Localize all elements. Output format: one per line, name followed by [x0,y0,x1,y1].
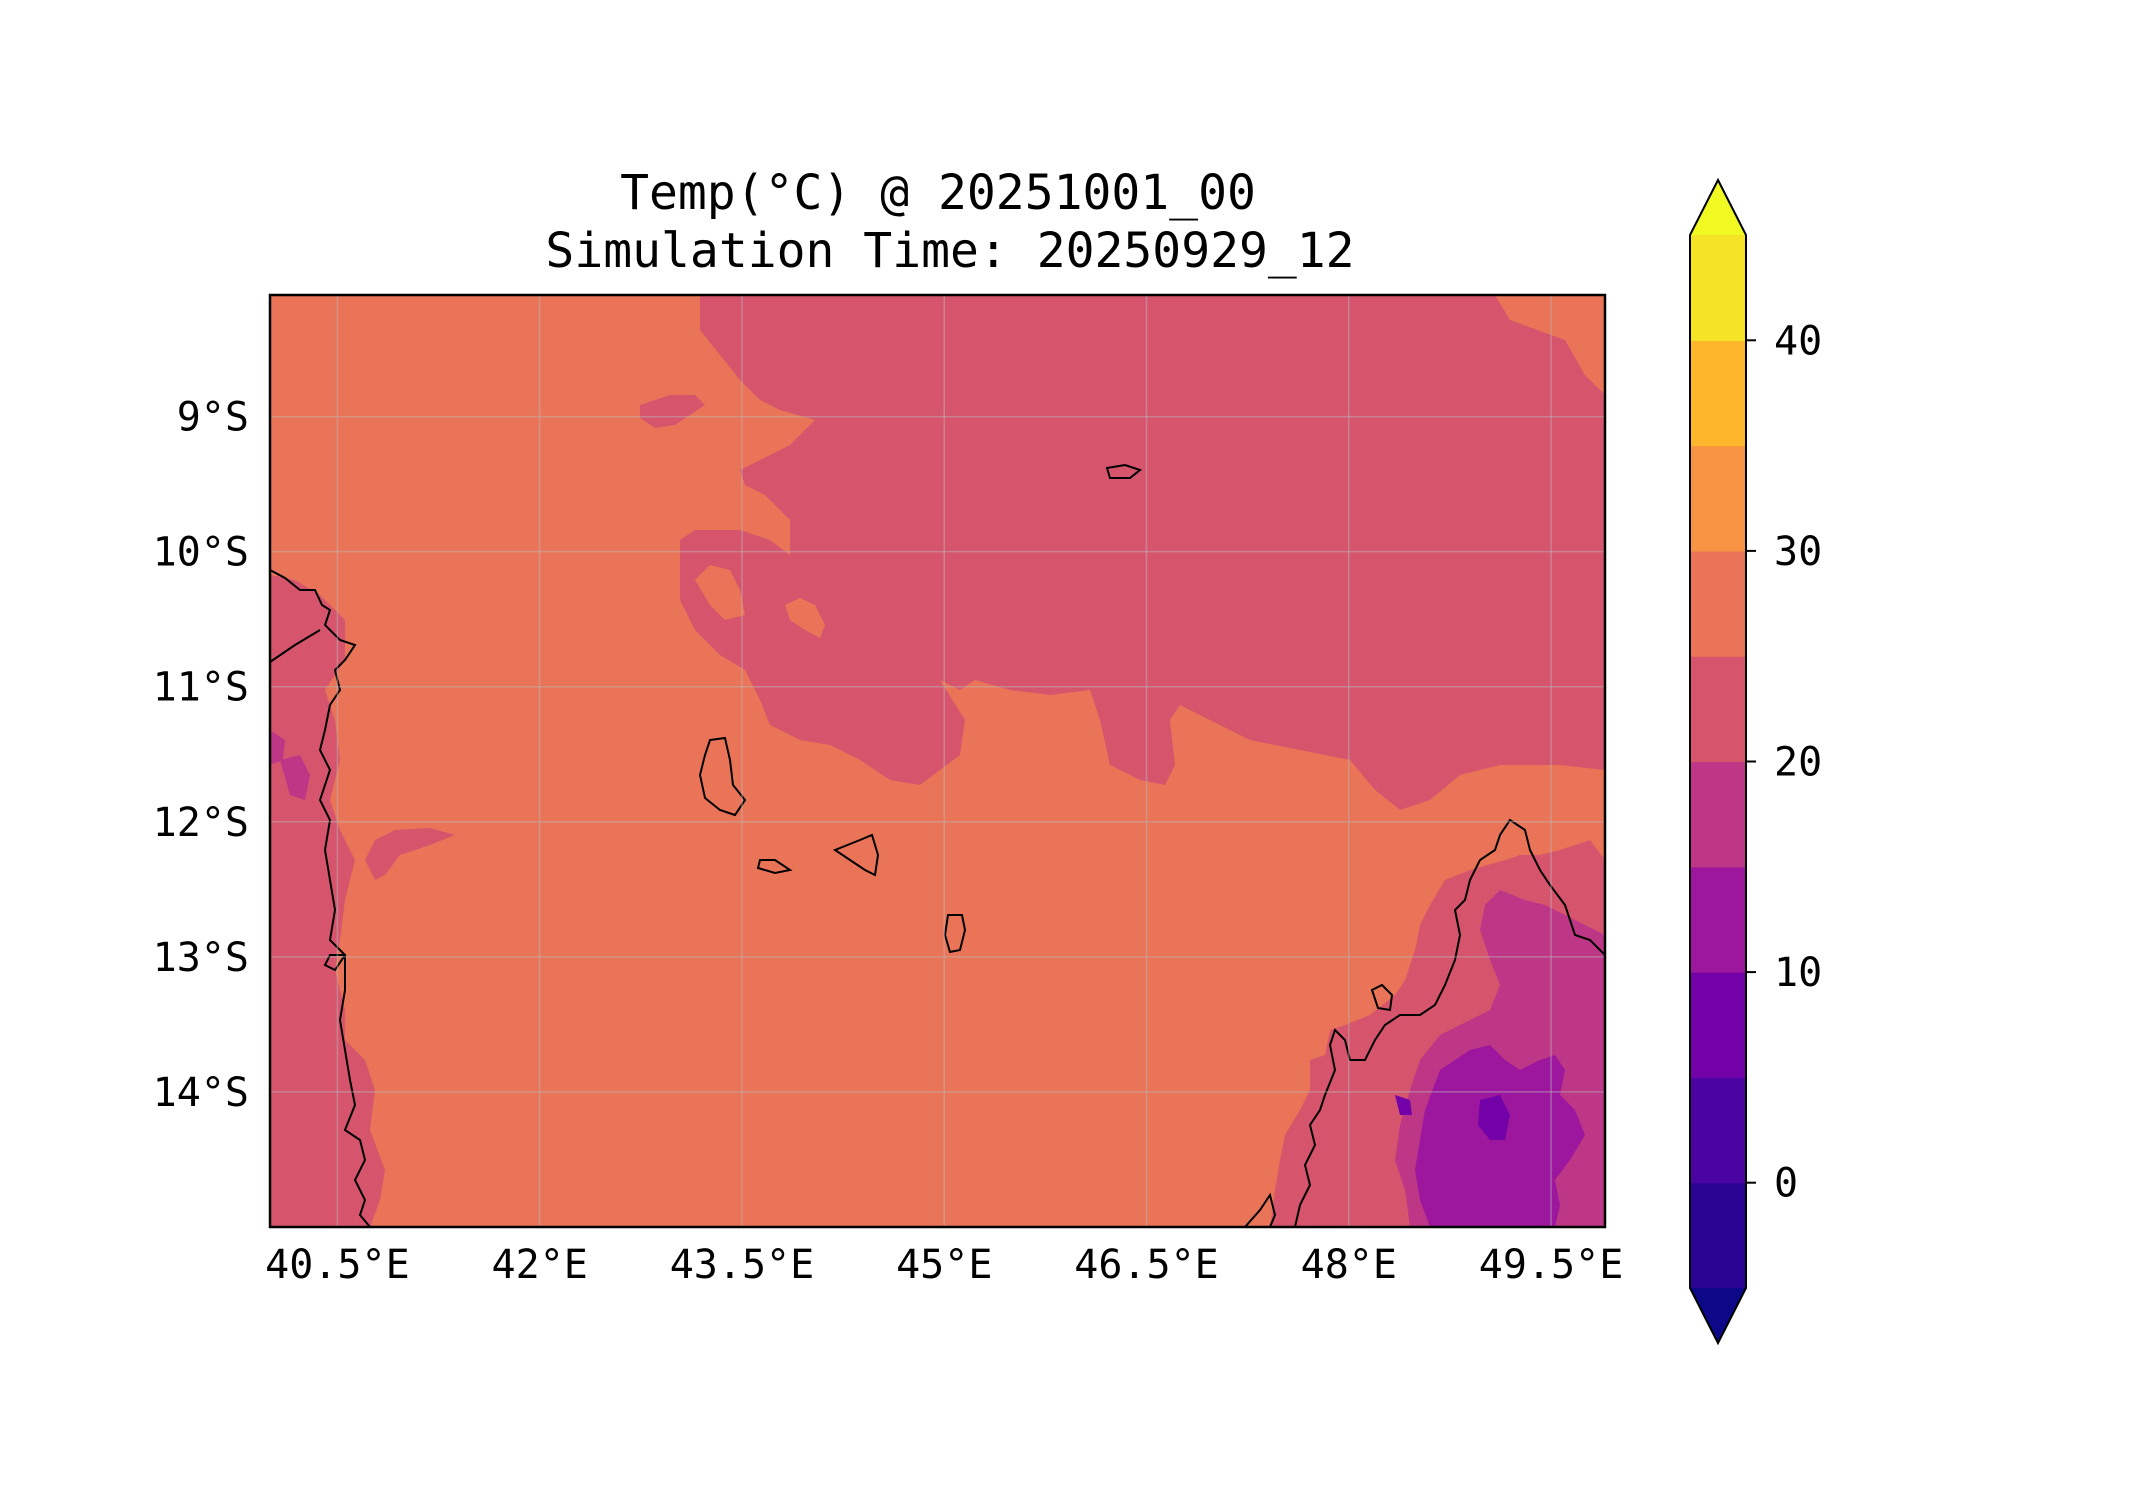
y-tick-label-1: 10°S [153,530,249,576]
coastlines [270,463,1605,1227]
temperature-field-20-25-north [680,295,1605,810]
y-tick-label-5: 14°S [153,1070,249,1116]
gridlines [270,295,1605,1227]
colorbar-under-arrow [1690,1288,1746,1343]
colorbar-bin-9 [1690,235,1746,341]
x-tick-label-3: 45°E [896,1242,992,1288]
x-tick-label-2: 43.5°E [670,1242,815,1288]
map-frame [268,293,1607,1229]
coastline-africa [270,569,371,1227]
colorbar-bin-7 [1690,445,1746,552]
colorbar-bin-3 [1690,866,1746,973]
coastline-grande-comore [698,736,747,817]
temperature-field-20-25-west-lobe [365,828,455,880]
colorbar-bin-1 [1690,1077,1746,1184]
colorbar-bin-4 [1690,761,1746,868]
y-tick-label-3: 12°S [153,800,249,846]
temperature-field-25-30-hole-b [785,598,825,638]
coastline-moheli [756,859,793,875]
x-tick-label-1: 42°E [492,1242,588,1288]
map-subtitle: Simulation Time: 20250929_12 [545,223,1354,279]
x-tick-label-0: 40.5°E [265,1242,410,1288]
y-tick-label-2: 11°S [153,665,249,711]
y-tick-label-0: 9°S [177,395,249,441]
colorbar-tick-label-0: 0 [1774,1161,1798,1207]
colorbar-over-arrow [1690,180,1746,235]
coastline-glorieuses [1370,983,1394,1012]
colorbar-tick-label-4: 40 [1774,318,1822,364]
temperature-field-20-25-patch-a [640,395,705,428]
colorbar-ticks: 0 10 20 30 40 [1746,318,1822,1207]
coastline-aldabra [1105,463,1143,479]
x-tick-label-4: 46.5°E [1074,1242,1219,1288]
x-tick-label-5: 48°E [1301,1242,1397,1288]
colorbar-tick-label-1: 10 [1774,950,1822,996]
temperature-field-5-10-madagascar [1478,1095,1510,1140]
map-title: Temp(°C) @ 20251001_00 [620,165,1256,221]
temperature-field-5-10-madagascar-b [1395,1095,1412,1115]
coastline-nosy-be [1244,1192,1277,1227]
temperature-field-15-20-west [280,755,310,800]
coastline-anjouan [832,833,880,877]
coastline-africa-inner [270,629,321,663]
y-axis-ticks: 9°S 10°S 11°S 12°S 13°S 14°S [153,395,249,1116]
temperature-field-25-30-hole-a [695,565,745,620]
colorbar-bin-8 [1690,340,1746,447]
colorbar-bin-6 [1690,550,1746,657]
coastline-mayotte [943,914,967,954]
coastline-madagascar [1294,818,1605,1227]
colorbar-bin-5 [1690,656,1746,763]
temperature-field-15-20-west-b [270,730,285,765]
colorbar-bin-0 [1690,1182,1746,1289]
colorbar-tick-label-3: 30 [1774,529,1822,575]
colorbar-outline [1689,177,1747,1346]
temperature-field-20-25-west-coast [270,575,385,1227]
colorbar-tick-label-2: 20 [1774,740,1822,786]
map-area [270,295,1605,1227]
colorbar-bin-2 [1690,972,1746,1078]
x-axis-ticks: 40.5°E 42°E 43.5°E 45°E 46.5°E 48°E 49.5°E [265,1242,1623,1288]
x-tick-label-6: 49.5°E [1479,1242,1624,1288]
colorbar [1689,177,1747,1346]
y-tick-label-4: 13°S [153,935,249,981]
